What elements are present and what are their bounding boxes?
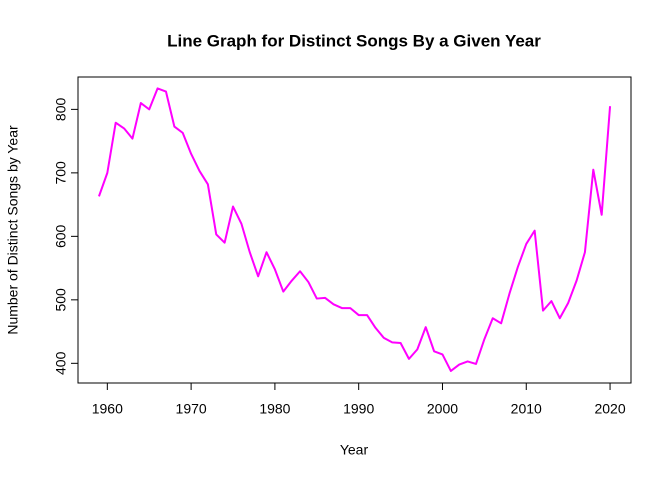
x-tick-label: 1970 bbox=[176, 401, 207, 417]
y-tick-label: 700 bbox=[53, 161, 69, 185]
plot-frame bbox=[77, 76, 632, 384]
x-axis-label: Year bbox=[340, 442, 369, 458]
x-tick-label: 1960 bbox=[92, 401, 123, 417]
x-tick-label: 2020 bbox=[594, 401, 625, 417]
x-tick-label: 2000 bbox=[427, 401, 458, 417]
x-tick-label: 1980 bbox=[259, 401, 290, 417]
y-axis-label: Number of Distinct Songs by Year bbox=[5, 125, 21, 335]
y-tick-label: 600 bbox=[53, 224, 69, 248]
y-tick-label: 400 bbox=[53, 351, 69, 375]
y-tick-label: 500 bbox=[53, 288, 69, 312]
x-tick-label: 1990 bbox=[343, 401, 374, 417]
chart-title: Line Graph for Distinct Songs By a Given… bbox=[167, 31, 541, 50]
x-tick-label: 2010 bbox=[511, 401, 542, 417]
data-line bbox=[98, 87, 612, 372]
y-tick-label: 800 bbox=[53, 97, 69, 121]
